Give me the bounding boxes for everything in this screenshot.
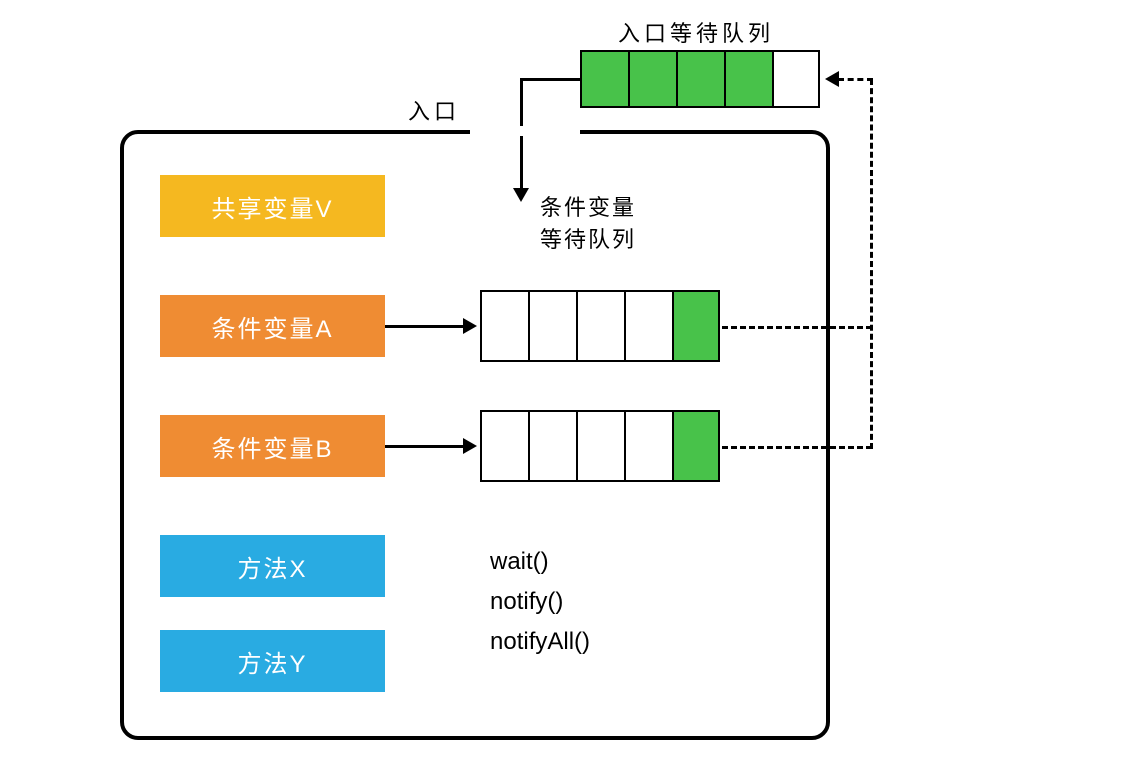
method-x-block: 方法X bbox=[160, 535, 385, 597]
dash-a-h bbox=[722, 326, 872, 329]
method-y-text: 方法Y bbox=[237, 644, 307, 679]
cond-b-arrow bbox=[385, 445, 465, 448]
queue-cell bbox=[672, 410, 720, 482]
queue-cell bbox=[580, 50, 628, 108]
queue-cell bbox=[628, 50, 676, 108]
queue-cell bbox=[528, 290, 576, 362]
dash-vertical bbox=[870, 79, 873, 449]
wait-text: wait() bbox=[490, 548, 549, 576]
queue-cell bbox=[576, 290, 624, 362]
diagram-canvas: 入口等待队列 入口 共享变量V 条件变量A 条件变量B 方法X 方法Y 条件变量… bbox=[0, 0, 1142, 765]
condition-b-block: 条件变量B bbox=[160, 415, 385, 477]
cond-queue-b bbox=[480, 410, 720, 482]
shared-variable-block: 共享变量V bbox=[160, 175, 385, 237]
condition-a-text: 条件变量A bbox=[211, 309, 333, 344]
dash-b-h bbox=[722, 446, 872, 449]
entry-queue bbox=[580, 50, 820, 108]
queue-cell bbox=[624, 290, 672, 362]
method-y-block: 方法Y bbox=[160, 630, 385, 692]
cond-b-arrow-head bbox=[463, 438, 477, 454]
cond-a-arrow bbox=[385, 325, 465, 328]
queue-cell bbox=[480, 290, 528, 362]
cond-queue-title-2: 等待队列 bbox=[540, 222, 636, 254]
cond-queue-title-1: 条件变量 bbox=[540, 190, 636, 222]
condition-a-block: 条件变量A bbox=[160, 295, 385, 357]
shared-variable-text: 共享变量V bbox=[211, 189, 333, 224]
entry-label: 入口 bbox=[408, 94, 460, 126]
cond-queue-a bbox=[480, 290, 720, 362]
queue-cell bbox=[528, 410, 576, 482]
queue-cell bbox=[624, 410, 672, 482]
queue-cell bbox=[676, 50, 724, 108]
entry-arrow-h bbox=[522, 78, 580, 81]
queue-cell bbox=[576, 410, 624, 482]
notify-text: notify() bbox=[490, 588, 563, 616]
queue-cell bbox=[724, 50, 772, 108]
queue-cell bbox=[480, 410, 528, 482]
dash-arrow-head bbox=[825, 71, 839, 87]
cond-a-arrow-head bbox=[463, 318, 477, 334]
entry-queue-title: 入口等待队列 bbox=[618, 16, 774, 48]
monitor-gap bbox=[470, 126, 580, 136]
dash-top-h bbox=[838, 78, 873, 81]
method-x-text: 方法X bbox=[237, 549, 307, 584]
condition-b-text: 条件变量B bbox=[211, 429, 333, 464]
queue-cell bbox=[672, 290, 720, 362]
notifyall-text: notifyAll() bbox=[490, 628, 590, 656]
queue-cell bbox=[772, 50, 820, 108]
